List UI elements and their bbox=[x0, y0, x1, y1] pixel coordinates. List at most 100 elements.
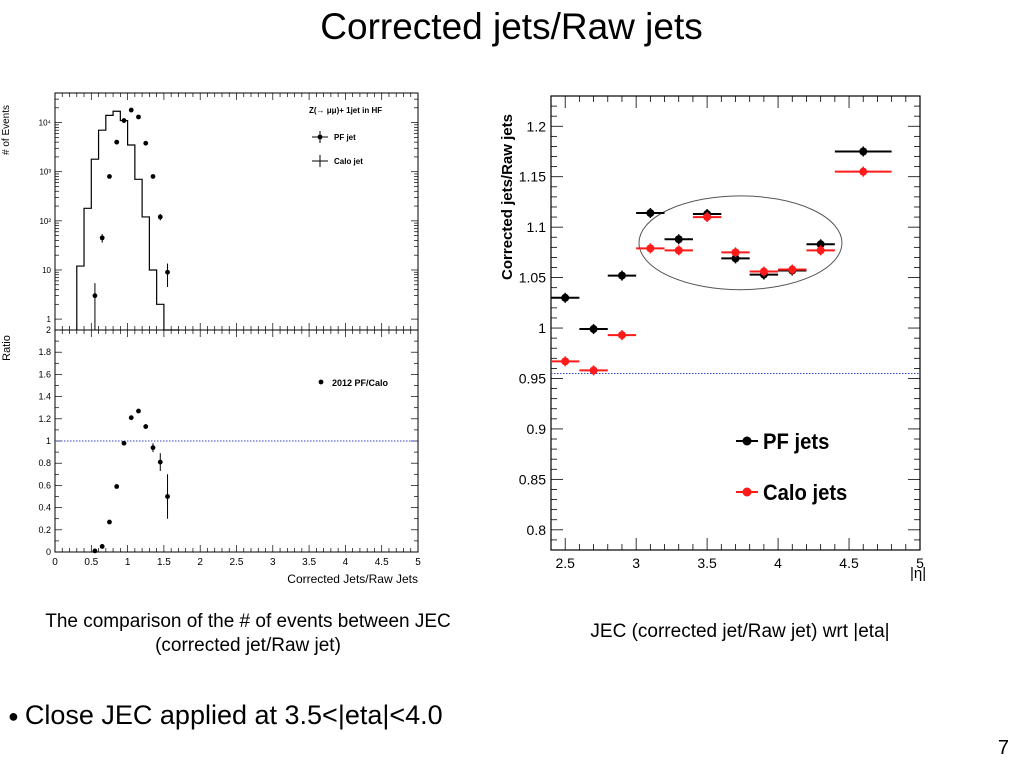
x-tick-label: 3.5 bbox=[697, 555, 717, 571]
ratio-point bbox=[157, 459, 163, 465]
x-tick-label: 3 bbox=[270, 557, 276, 568]
pf-jet-point bbox=[92, 293, 98, 299]
pf-jet-point bbox=[157, 214, 163, 220]
y-tick-label: 1.05 bbox=[519, 270, 546, 286]
calo-jets-point bbox=[731, 248, 740, 257]
ratio-point bbox=[128, 415, 134, 421]
calo-jets-point bbox=[617, 331, 626, 340]
bullet-item: ● Close JEC applied at 3.5<|eta|<4.0 bbox=[8, 700, 443, 731]
x-tick-label: 1 bbox=[125, 557, 131, 568]
legend-entry: PF jet bbox=[334, 133, 356, 142]
x-tick-label: 4.5 bbox=[839, 555, 859, 571]
calo-jets-point bbox=[561, 357, 570, 366]
y-tick-label: 0.6 bbox=[38, 480, 51, 490]
left-caption: The comparison of the # of events betwee… bbox=[45, 611, 451, 656]
legend-entry: PF jets bbox=[763, 430, 829, 454]
x-axis-label: |η| bbox=[910, 565, 926, 582]
pf-jet-point bbox=[143, 140, 149, 146]
x-tick-label: 3.5 bbox=[302, 557, 316, 568]
y-tick-label: 1.2 bbox=[527, 118, 547, 134]
calo-jets-point bbox=[859, 167, 868, 176]
x-tick-label: 4 bbox=[774, 555, 782, 571]
y-axis-label: Ratio bbox=[1, 335, 13, 361]
pf-jets-point bbox=[561, 293, 570, 302]
pf-jet-point bbox=[99, 235, 105, 241]
x-tick-label: 5 bbox=[916, 555, 924, 571]
y-tick-label: 0.2 bbox=[38, 525, 51, 535]
y-tick-label: 1.2 bbox=[38, 414, 51, 424]
pf-jets-point bbox=[859, 147, 868, 156]
y-tick-label: 1 bbox=[538, 320, 546, 336]
y-tick-label: 0.95 bbox=[519, 370, 546, 386]
y-tick-label: 10² bbox=[39, 217, 51, 226]
page-number: 7 bbox=[997, 737, 1009, 759]
legend-pf-marker bbox=[317, 134, 323, 140]
y-tick-label: 1.1 bbox=[527, 219, 547, 235]
y-axis-label: Corrected jets/Raw jets bbox=[499, 114, 516, 280]
pf-jets-point bbox=[674, 235, 683, 244]
y-tick-label: 0.4 bbox=[38, 503, 51, 513]
pf-jet-point bbox=[150, 174, 156, 179]
pf-jet-point bbox=[114, 139, 120, 145]
pf-jets-point bbox=[731, 254, 740, 263]
x-tick-label: 2.5 bbox=[555, 555, 575, 571]
pf-jets-point bbox=[589, 325, 598, 334]
calo-jets-point bbox=[703, 213, 712, 222]
highlight-ellipse bbox=[638, 195, 843, 291]
y-tick-label: 1 bbox=[47, 315, 52, 324]
bullet-dot-icon: ● bbox=[8, 706, 19, 727]
ratio-point bbox=[165, 494, 170, 499]
legend-ratio-marker bbox=[318, 379, 324, 385]
pf-jet-point bbox=[121, 118, 127, 123]
legend-marker bbox=[742, 487, 752, 497]
x-tick-label: 4.5 bbox=[375, 557, 389, 568]
bullet-text: Close JEC applied at 3.5<|eta|<4.0 bbox=[24, 700, 443, 730]
pf-jet-point bbox=[107, 174, 112, 179]
ratio-point bbox=[107, 519, 112, 525]
calo-jets-point bbox=[759, 267, 768, 276]
y-tick-label: 0 bbox=[46, 547, 51, 557]
x-axis-label: Corrected Jets/Raw Jets bbox=[287, 572, 418, 586]
x-tick-label: 2.5 bbox=[230, 557, 244, 568]
y-tick-label: 0.8 bbox=[527, 522, 547, 538]
legend-marker bbox=[742, 436, 752, 446]
y-tick-label: 0.8 bbox=[38, 458, 51, 468]
ratio-point bbox=[92, 548, 98, 554]
pf-jets-point bbox=[617, 271, 626, 280]
y-tick-label: 0.85 bbox=[519, 471, 546, 487]
calo-jets-point bbox=[674, 246, 683, 255]
right-caption: JEC (corrected jet/Raw jet) wrt |eta| bbox=[590, 621, 890, 642]
ratio-point bbox=[136, 408, 141, 414]
x-tick-label: 4 bbox=[343, 557, 349, 568]
pf-jet-point bbox=[128, 107, 134, 113]
y-tick-label: 1.8 bbox=[38, 347, 51, 357]
calo-jets-point bbox=[589, 366, 598, 375]
x-tick-label: 0.5 bbox=[84, 557, 98, 568]
ratio-point bbox=[150, 445, 156, 451]
x-tick-label: 5 bbox=[415, 557, 421, 568]
calo-jets-point bbox=[788, 265, 797, 274]
y-tick-label: 1.4 bbox=[38, 392, 51, 402]
ratio-point bbox=[99, 544, 105, 549]
pf-jets-point bbox=[816, 240, 825, 249]
y-tick-label: 0.9 bbox=[527, 421, 547, 437]
right-panel-frame bbox=[550, 95, 921, 551]
pf-jet-point bbox=[136, 114, 141, 120]
legend-entry: Calo jets bbox=[763, 481, 847, 505]
y-tick-label: 10³ bbox=[39, 168, 51, 177]
calo-jets-point bbox=[646, 244, 655, 253]
ratio-point bbox=[114, 484, 120, 489]
y-tick-label: 1 bbox=[46, 436, 51, 446]
y-axis-label: # of Events bbox=[1, 105, 12, 155]
y-tick-label: 2 bbox=[46, 325, 51, 335]
x-tick-label: 0 bbox=[52, 557, 58, 568]
pf-jets-point bbox=[646, 209, 655, 218]
x-tick-label: 3 bbox=[632, 555, 640, 571]
y-tick-label: 10 bbox=[42, 266, 51, 275]
ratio-point bbox=[121, 440, 127, 446]
legend-entry: Calo jet bbox=[334, 157, 363, 166]
legend-entry: 2012 PF/Calo bbox=[332, 378, 389, 388]
calo-jets-point bbox=[816, 246, 825, 255]
